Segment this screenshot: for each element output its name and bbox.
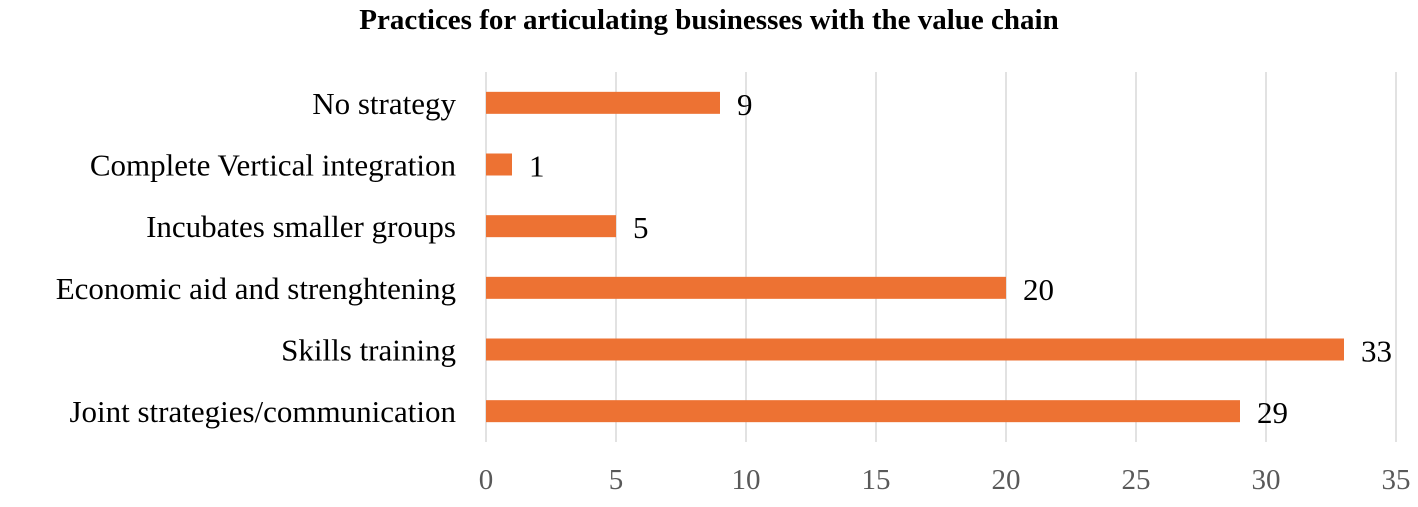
x-tick-label: 10 (732, 464, 761, 496)
bars (486, 91, 1344, 423)
data-label: 1 (529, 149, 545, 184)
x-tick-label: 25 (1122, 464, 1151, 496)
x-tick-label: 15 (862, 464, 891, 496)
data-label: 5 (633, 210, 649, 245)
data-label: 20 (1023, 272, 1054, 307)
bar (486, 215, 616, 238)
x-tick-label: 5 (609, 464, 624, 496)
category-label: Incubates smaller groups (146, 209, 456, 244)
category-label: Complete Vertical integration (90, 148, 457, 183)
data-label: 9 (737, 87, 753, 122)
bar (486, 400, 1240, 423)
data-labels: 9 1 5 20 33 29 (529, 87, 1392, 430)
category-label: Economic aid and strenghtening (56, 271, 456, 306)
category-label: Skills training (281, 333, 456, 368)
bar (486, 91, 720, 114)
bar (486, 276, 1006, 299)
x-tick-label: 20 (992, 464, 1021, 496)
data-label: 29 (1257, 395, 1288, 430)
chart-title: Practices for articulating businesses wi… (359, 4, 1058, 36)
category-label: No strategy (312, 86, 456, 121)
gridlines (485, 72, 1397, 442)
x-tick-label: 0 (479, 464, 494, 496)
x-tick-label: 35 (1382, 464, 1411, 496)
category-label: Joint strategies/communication (69, 394, 456, 429)
category-labels: No strategy Complete Vertical integration… (56, 86, 457, 429)
x-axis-ticks: 0 5 10 15 20 25 30 35 (479, 464, 1411, 496)
x-tick-label: 30 (1252, 464, 1281, 496)
bar (486, 153, 512, 176)
data-label: 33 (1361, 334, 1392, 369)
bar (486, 338, 1344, 361)
